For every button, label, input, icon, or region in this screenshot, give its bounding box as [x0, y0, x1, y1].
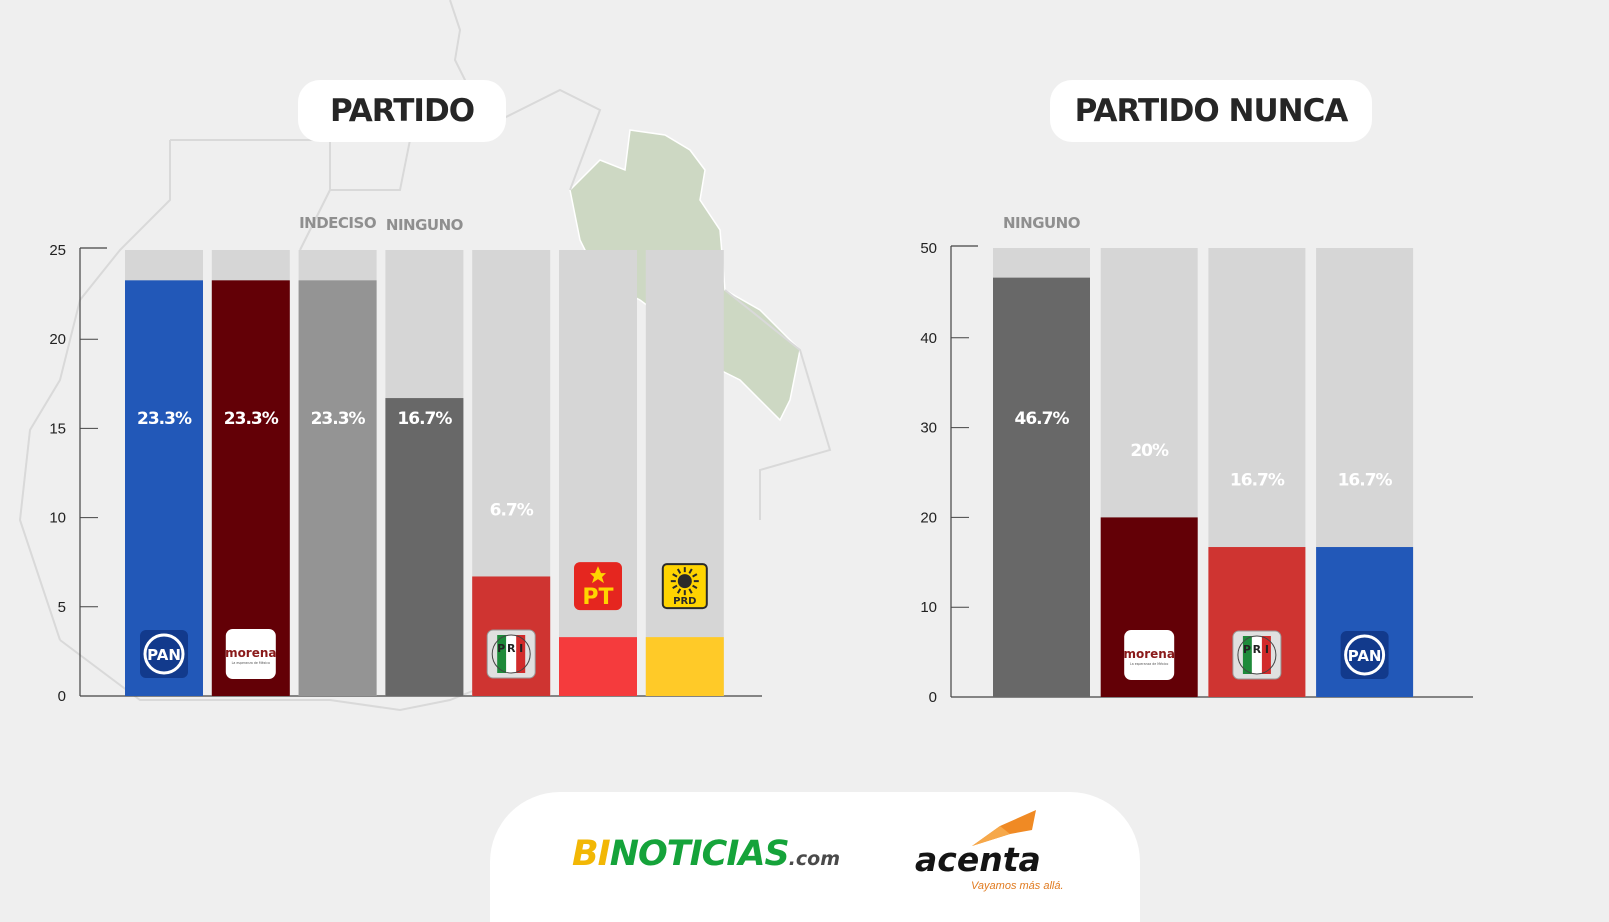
data-label: 23.3%	[224, 409, 279, 429]
pri-logo-letter: P	[497, 642, 505, 655]
pan-logo-text: PAN	[147, 646, 181, 664]
y-tick-label: 10	[920, 599, 937, 616]
morena-logo-text: morena	[225, 646, 276, 660]
bar-track	[645, 250, 724, 696]
bar-pan	[125, 280, 203, 696]
y-tick-label: 10	[49, 510, 66, 527]
binoticias-logo[interactable]: BINOTICIAS.com	[572, 834, 840, 874]
pri-logo-letter: R	[507, 642, 516, 655]
footer-brand-bar: BINOTICIAS.com acenta Vayamos más allá.	[490, 792, 1140, 922]
pri-logo-letter: R	[1253, 643, 1262, 656]
y-tick-label: 20	[920, 509, 937, 526]
morena-logo-text: morena	[1123, 647, 1174, 661]
pt-logo-icon	[574, 562, 622, 611]
morena-logo-subtext: La esperanza de México	[232, 661, 270, 665]
data-label: 23.3%	[137, 409, 192, 429]
pt-star-icon	[590, 566, 606, 584]
category-label: NINGUNO	[1003, 214, 1080, 232]
y-tick-label: 20	[49, 331, 66, 348]
brand2-name: acenta	[915, 840, 1041, 879]
acenta-swoosh-icon	[972, 810, 1036, 846]
morena-logo-subtext: La esperanza de México	[1130, 662, 1168, 666]
y-tick-label: 50	[920, 240, 937, 257]
bar-ninguno	[993, 277, 1090, 697]
pt-logo-text: PT	[582, 585, 613, 610]
data-label: 46.7%	[1015, 409, 1070, 429]
pan-logo-icon	[140, 630, 188, 678]
prd-sun-icon	[677, 574, 692, 589]
y-tick-label: 0	[58, 688, 66, 705]
category-label: NINGUNO	[386, 216, 463, 234]
data-label: 23.3%	[311, 409, 366, 429]
chart2-title: PARTIDO NUNCA	[1050, 80, 1372, 142]
y-tick-label: 40	[920, 330, 937, 347]
data-label: 20%	[1130, 441, 1169, 461]
y-tick-label: 0	[929, 689, 937, 706]
pan-logo-text: PAN	[1348, 647, 1382, 665]
bar-prd	[645, 637, 724, 696]
brand2-tagline: Vayamos más allá.	[971, 880, 1064, 892]
chart1-title: PARTIDO	[298, 80, 506, 142]
prd-logo-text: PRD	[673, 596, 696, 607]
category-label: INDECISO	[299, 214, 376, 232]
brand1-com: .com	[788, 848, 840, 870]
pri-logo-letter: I	[519, 642, 523, 655]
morena-logo-icon	[1124, 630, 1175, 680]
pri-logo-letter: I	[1265, 643, 1269, 656]
bar-ninguno	[385, 398, 464, 696]
data-label: 16.7%	[397, 409, 452, 429]
data-label: 6.7%	[490, 500, 534, 520]
y-tick-label: 15	[49, 420, 66, 437]
pan-logo-icon	[1340, 631, 1389, 679]
acenta-logo[interactable]: acenta Vayamos más allá.	[915, 810, 1064, 900]
y-tick-label: 30	[920, 420, 937, 437]
bar-indeciso	[298, 280, 377, 696]
brand1-noticias: NOTICIAS	[609, 834, 790, 874]
bar-track	[559, 250, 637, 696]
y-tick-label: 25	[49, 242, 66, 259]
brand1-bi: BI	[572, 834, 611, 874]
y-tick-label: 5	[58, 599, 66, 616]
data-label: 16.7%	[1338, 471, 1393, 491]
data-label: 16.7%	[1230, 471, 1285, 491]
pri-logo-letter: P	[1243, 643, 1251, 656]
bar-morena	[211, 280, 290, 696]
bar-pt	[559, 637, 637, 696]
morena-logo-icon	[225, 629, 276, 679]
